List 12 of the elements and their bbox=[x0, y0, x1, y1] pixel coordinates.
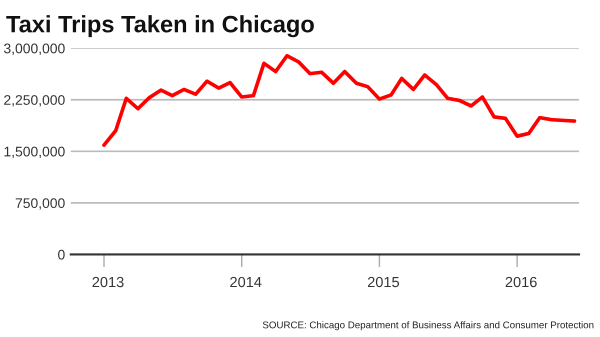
y-tick-label: 3,000,000 bbox=[4, 44, 65, 55]
y-tick-label: 750,000 bbox=[16, 198, 65, 210]
y-tick-label: 0 bbox=[58, 250, 65, 260]
x-tick-label: 2016 bbox=[506, 276, 537, 288]
line-series bbox=[102, 54, 576, 147]
y-tick-label: 2,250,000 bbox=[4, 95, 65, 107]
x-tick-label: 2013 bbox=[92, 276, 124, 288]
y-tick-label: 1,500,000 bbox=[4, 146, 65, 158]
chart-title: Taxi Trips Taken in Chicago bbox=[6, 15, 314, 38]
source-note: SOURCE: Chicago Department of Business Affairs and Consumer Protection bbox=[262, 321, 594, 330]
x-tick-label: 2015 bbox=[368, 276, 400, 288]
x-tick-label: 2014 bbox=[230, 276, 262, 288]
